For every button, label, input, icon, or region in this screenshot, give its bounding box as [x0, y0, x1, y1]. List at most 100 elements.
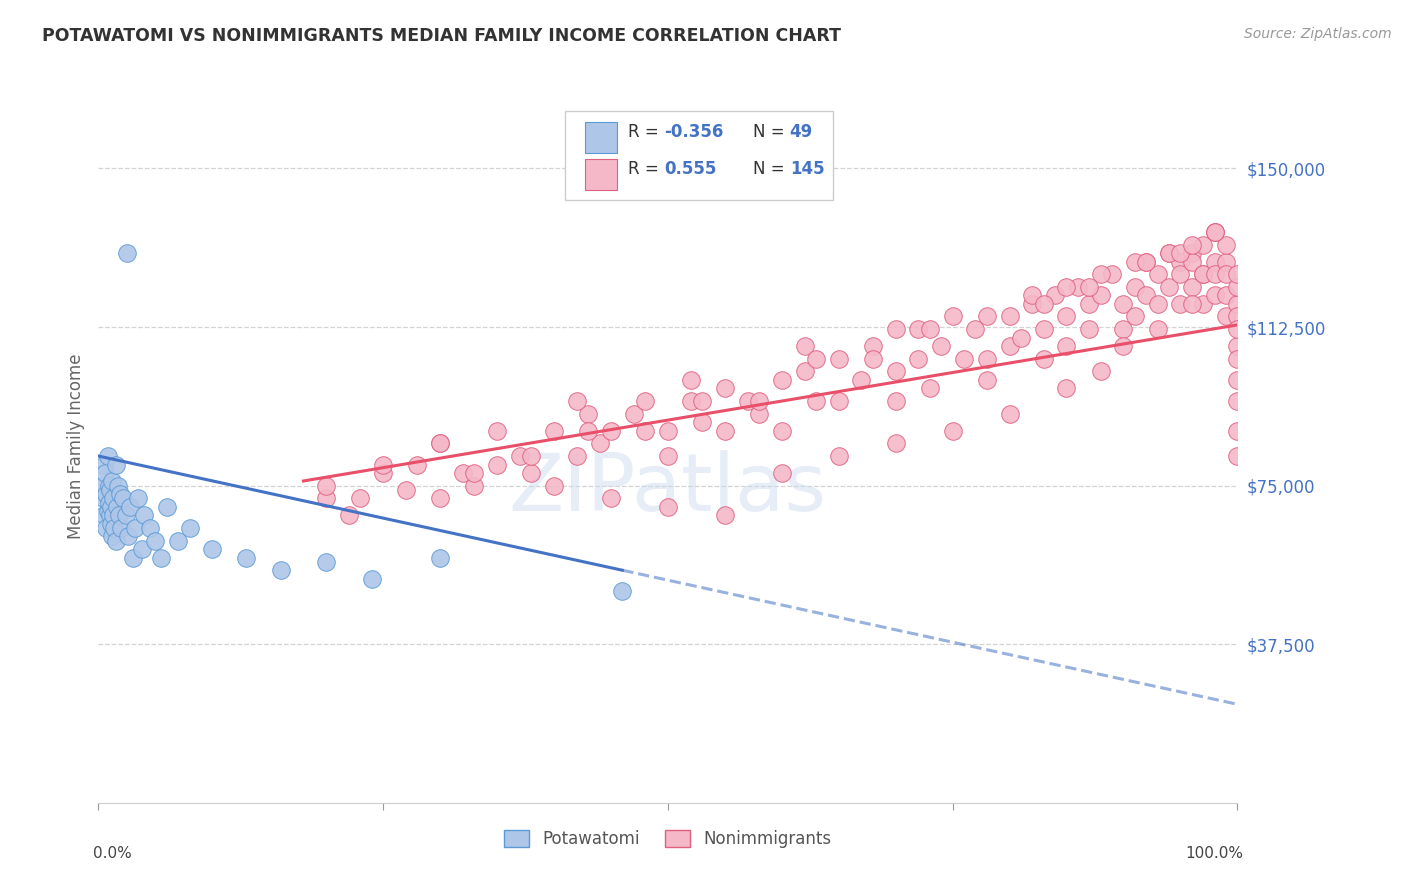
- Point: [429, 436, 451, 450]
- Point: [100, 500, 122, 514]
- Point: [1054, 310, 1078, 324]
- Point: [1215, 288, 1237, 302]
- Point: [600, 491, 623, 506]
- Point: [1204, 225, 1226, 239]
- Point: [918, 322, 941, 336]
- Point: [1204, 267, 1226, 281]
- Point: [1054, 381, 1078, 395]
- Point: [112, 491, 135, 506]
- Point: [1192, 297, 1215, 311]
- Point: [429, 436, 451, 450]
- Point: [1078, 280, 1101, 294]
- Point: [96, 504, 118, 518]
- Point: [907, 351, 929, 366]
- Point: [1135, 254, 1157, 268]
- Point: [862, 351, 884, 366]
- Point: [1181, 280, 1204, 294]
- Point: [315, 478, 337, 492]
- Point: [451, 466, 474, 480]
- Point: [520, 466, 543, 480]
- Point: [406, 458, 429, 472]
- Point: [1032, 322, 1054, 336]
- Point: [1021, 288, 1043, 302]
- Point: [120, 500, 142, 514]
- Point: [1226, 310, 1249, 324]
- Point: [748, 394, 770, 409]
- Point: [1181, 254, 1204, 268]
- Point: [1204, 225, 1226, 239]
- Point: [98, 483, 121, 497]
- Point: [793, 339, 815, 353]
- Point: [828, 449, 851, 463]
- Point: [1112, 339, 1135, 353]
- Point: [907, 322, 929, 336]
- Point: [1226, 424, 1249, 438]
- Point: [1170, 246, 1192, 260]
- Point: [115, 246, 138, 260]
- Point: [965, 322, 987, 336]
- Point: [1170, 267, 1192, 281]
- Text: 100.0%: 100.0%: [1185, 846, 1243, 861]
- Point: [1112, 297, 1135, 311]
- Point: [1170, 297, 1192, 311]
- Point: [156, 500, 179, 514]
- Point: [1204, 254, 1226, 268]
- Point: [1226, 267, 1249, 281]
- Point: [976, 351, 998, 366]
- Point: [103, 521, 125, 535]
- Point: [998, 407, 1021, 421]
- Point: [1215, 254, 1237, 268]
- Point: [315, 491, 337, 506]
- Point: [657, 424, 679, 438]
- Point: [623, 407, 645, 421]
- Point: [395, 483, 418, 497]
- Point: [1090, 364, 1112, 378]
- Text: POTAWATOMI VS NONIMMIGRANTS MEDIAN FAMILY INCOME CORRELATION CHART: POTAWATOMI VS NONIMMIGRANTS MEDIAN FAMIL…: [42, 27, 841, 45]
- Point: [576, 424, 599, 438]
- Point: [1192, 267, 1215, 281]
- Point: [1226, 351, 1249, 366]
- Point: [1146, 297, 1168, 311]
- Point: [1215, 267, 1237, 281]
- Point: [1123, 254, 1146, 268]
- Point: [634, 394, 657, 409]
- Point: [509, 449, 531, 463]
- Text: ZIPatlas: ZIPatlas: [509, 450, 827, 528]
- Point: [429, 491, 451, 506]
- Point: [1157, 246, 1180, 260]
- Point: [90, 478, 112, 492]
- Point: [714, 424, 737, 438]
- Point: [486, 458, 509, 472]
- Point: [770, 466, 793, 480]
- Legend: Potawatomi, Nonimmigrants: Potawatomi, Nonimmigrants: [498, 823, 838, 855]
- Point: [884, 322, 907, 336]
- Text: N =: N =: [754, 161, 790, 178]
- Point: [576, 407, 599, 421]
- Point: [1226, 394, 1249, 409]
- Point: [201, 542, 224, 557]
- Point: [543, 424, 565, 438]
- Text: R =: R =: [628, 161, 664, 178]
- Point: [565, 394, 588, 409]
- Point: [96, 449, 118, 463]
- Text: 0.0%: 0.0%: [93, 846, 132, 861]
- Point: [1226, 322, 1249, 336]
- FancyBboxPatch shape: [585, 159, 617, 190]
- Point: [121, 550, 143, 565]
- Point: [96, 521, 118, 535]
- Point: [486, 424, 509, 438]
- Point: [998, 310, 1021, 324]
- Point: [543, 478, 565, 492]
- Point: [884, 436, 907, 450]
- Point: [690, 415, 713, 429]
- Point: [1135, 254, 1157, 268]
- Point: [804, 351, 827, 366]
- Point: [793, 364, 815, 378]
- Point: [93, 458, 115, 472]
- Point: [1192, 237, 1215, 252]
- Point: [371, 458, 394, 472]
- Point: [520, 449, 543, 463]
- Point: [1078, 297, 1101, 311]
- Point: [110, 521, 132, 535]
- Point: [1226, 280, 1249, 294]
